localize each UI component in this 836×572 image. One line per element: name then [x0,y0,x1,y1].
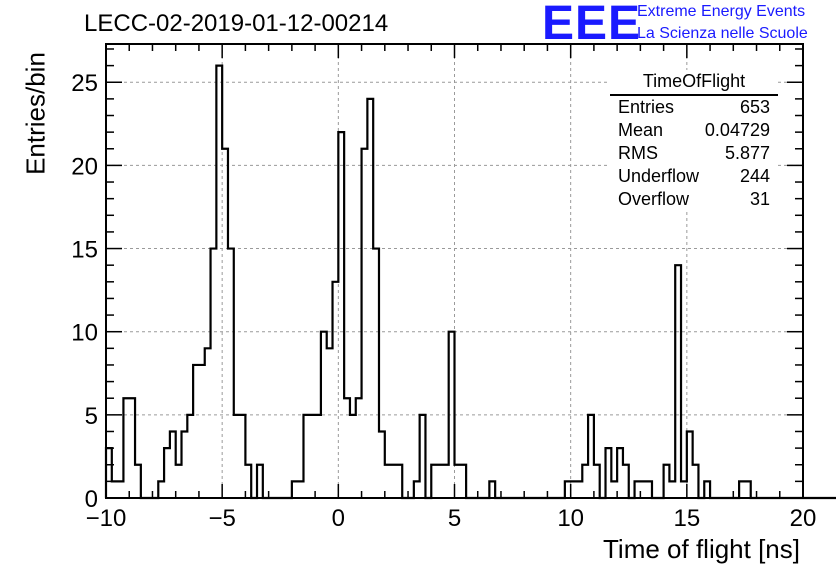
stats-row-mean: Mean 0.04729 [610,119,778,142]
stats-row-overflow: Overflow 31 [610,188,778,211]
stats-box: TimeOfFlight Entries 653 Mean 0.04729 RM… [610,70,778,211]
stats-row-rms: RMS 5.877 [610,142,778,165]
eee-logo: EEE [542,0,642,50]
axis-tick-labels: −10 −5 0 5 10 15 20 0 5 10 15 20 25 [71,70,816,532]
y-tick-label: 15 [71,237,98,264]
x-tick-label: 10 [557,505,584,532]
y-axis-label: Entries/bin [20,52,51,175]
stats-row-entries: Entries 653 [610,96,778,119]
stats-label: Underflow [618,166,700,186]
y-tick-label: 0 [85,486,98,513]
x-tick-label: 20 [790,505,817,532]
x-tick-label: −5 [208,505,235,532]
y-tick-label: 20 [71,153,98,180]
x-tick-label: −10 [86,505,127,532]
x-axis-label: Time of flight [ns] [603,534,800,564]
stats-title: TimeOfFlight [610,70,778,96]
stats-value: 653 [739,97,770,117]
stats-label: Mean [618,120,664,140]
x-tick-label: 15 [673,505,700,532]
x-tick-label: 5 [448,505,461,532]
y-tick-label: 25 [71,70,98,97]
stats-label: Entries [618,97,675,117]
chart-title: LECC-02-2019-01-12-00214 [84,10,389,37]
stats-row-underflow: Underflow 244 [610,165,778,188]
stats-value: 0.04729 [704,120,770,140]
stats-label: Overflow [618,189,690,209]
stats-value: 244 [739,166,770,186]
y-tick-label: 10 [71,320,98,347]
x-tick-label: 0 [332,505,345,532]
logo-line-2: La Scienza nelle Scuole [637,25,808,42]
histogram-line [104,64,836,500]
stats-value: 5.877 [724,143,770,163]
logo-line-1: Extreme Energy Events [637,3,806,20]
stats-value: 31 [749,189,770,209]
stats-label: RMS [618,143,658,163]
axis-ticks [105,44,804,499]
y-tick-label: 5 [85,403,98,430]
